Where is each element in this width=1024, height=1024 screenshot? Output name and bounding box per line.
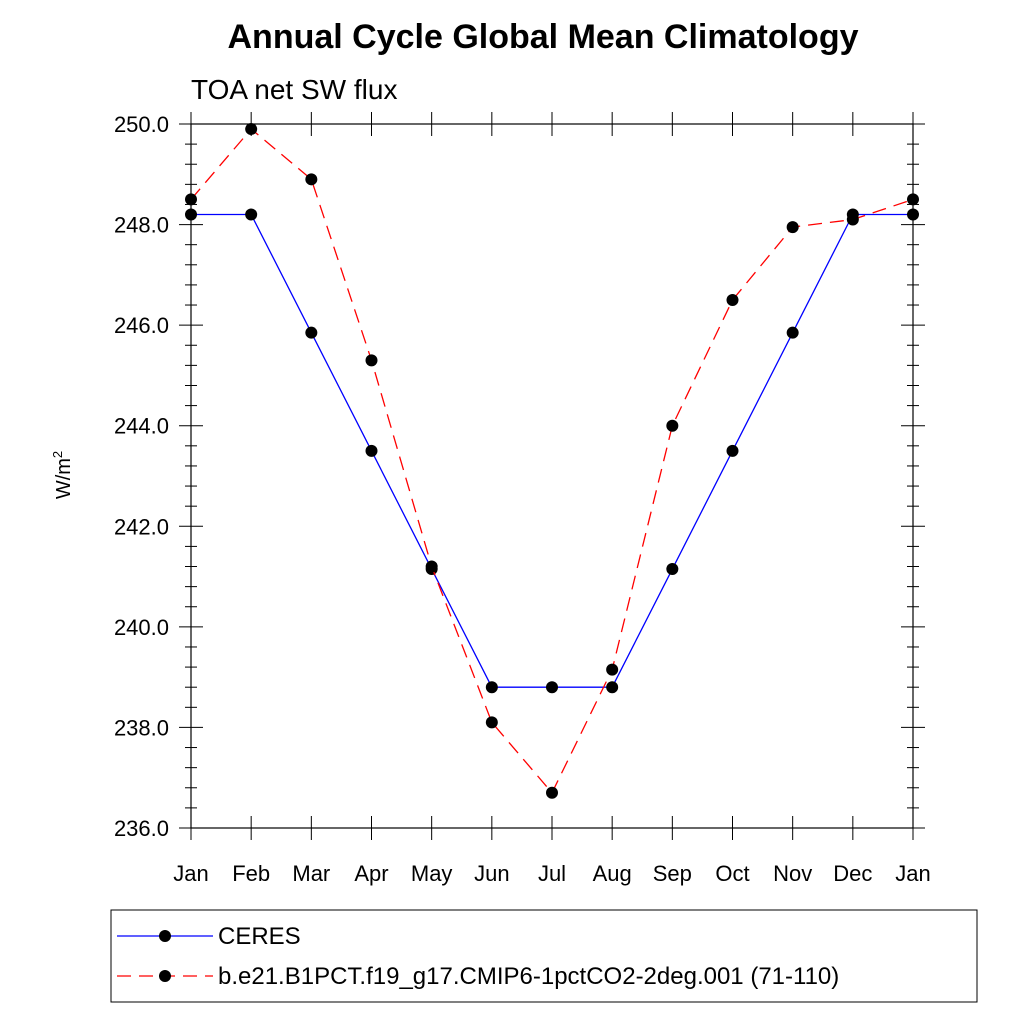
x-tick-label: Jan	[173, 861, 208, 886]
y-tick-label: 236.0	[114, 816, 169, 841]
data-point	[846, 213, 859, 226]
data-point	[425, 560, 438, 573]
legend-box	[110, 909, 978, 1003]
series-layer	[185, 123, 919, 799]
data-point	[546, 681, 558, 694]
data-point	[546, 786, 558, 799]
x-tick-label: Oct	[715, 861, 749, 886]
y-tick-label: 248.0	[114, 213, 169, 238]
y-axis-label: W/m2	[50, 451, 75, 499]
y-tick-labels: 236.0 238.0 240.0 242.0 244.0 246.0 248.0 250.0	[114, 112, 169, 841]
data-point	[245, 123, 258, 136]
data-point	[245, 208, 258, 221]
legend-label: b.e21.B1PCT.f19_g17.CMIP6-1pctCO2-2deg.0…	[218, 963, 839, 990]
data-point	[485, 716, 498, 729]
x-tick-label: Jun	[474, 861, 509, 886]
x-tick-label: Nov	[773, 861, 812, 886]
data-point	[305, 326, 318, 339]
data-point	[666, 563, 679, 576]
y-tick-label: 250.0	[114, 112, 169, 137]
data-point	[726, 444, 739, 457]
axis-ticks	[179, 112, 925, 840]
series-line	[191, 213, 913, 688]
data-point	[606, 681, 619, 694]
x-tick-label: Jan	[895, 861, 930, 886]
series-model	[185, 123, 919, 799]
legend-label: CERES	[218, 923, 301, 950]
data-point	[666, 419, 679, 432]
y-tick-label: 246.0	[114, 313, 169, 338]
data-point	[485, 681, 498, 694]
data-point	[606, 663, 619, 676]
y-tick-label: 244.0	[114, 414, 169, 439]
x-tick-label: May	[411, 861, 453, 886]
legend: CERES b.e21.B1PCT.f19_g17.CMIP6-1pctCO2-2…	[110, 909, 978, 1003]
x-tick-labels: Jan Feb Mar Apr May Jun Jul Aug Sep Oct Nov Dec Jan	[173, 861, 930, 886]
plot-frame	[190, 123, 914, 829]
data-point	[365, 354, 378, 367]
data-point	[365, 444, 378, 457]
legend-swatch-marker	[159, 970, 171, 982]
data-point	[786, 221, 799, 234]
series-ceres	[185, 208, 919, 694]
series-line	[190, 128, 914, 794]
x-tick-label: Feb	[232, 861, 270, 886]
chart-subtitle: TOA net SW flux	[191, 74, 397, 105]
y-tick-label: 242.0	[114, 514, 169, 539]
chart-title: Annual Cycle Global Mean Climatology	[228, 18, 859, 56]
x-tick-label: Dec	[833, 861, 872, 886]
data-point	[786, 326, 799, 339]
y-tick-label: 238.0	[114, 715, 169, 740]
x-tick-label: Jul	[538, 861, 566, 886]
data-point	[305, 173, 318, 186]
y-tick-label: 240.0	[114, 615, 169, 640]
legend-swatch-marker	[159, 930, 171, 942]
data-point	[726, 294, 739, 306]
x-tick-label: Sep	[653, 861, 692, 886]
x-tick-label: Mar	[292, 861, 330, 886]
x-tick-label: Apr	[354, 861, 388, 886]
x-tick-label: Aug	[593, 861, 632, 886]
